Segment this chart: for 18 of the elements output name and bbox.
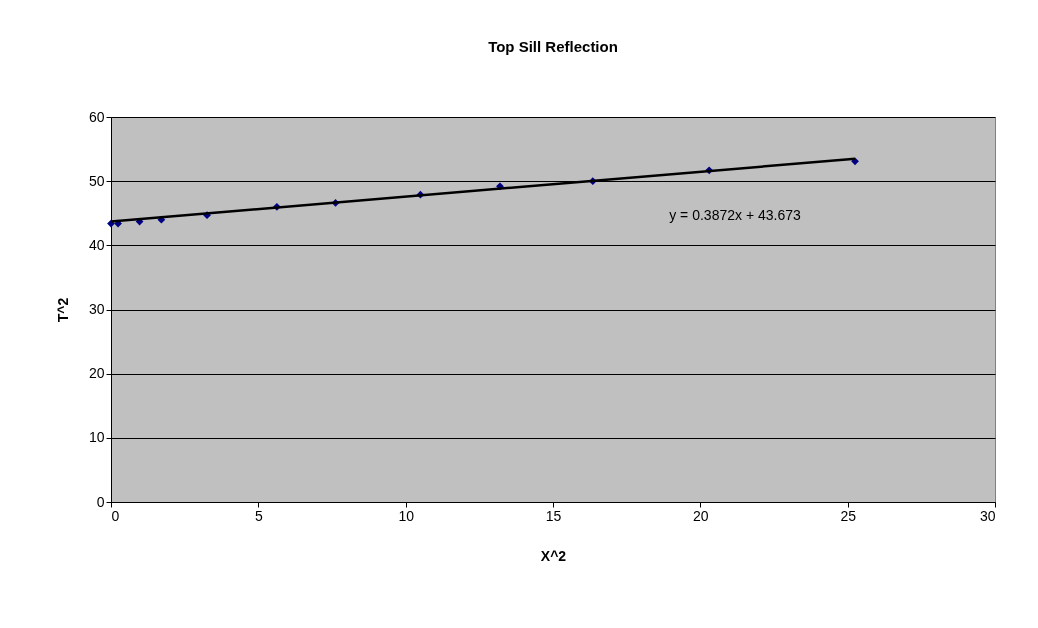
y-tick-label: 50	[88, 172, 105, 189]
y-tick-label: 0	[96, 493, 105, 510]
x-tick-label: 20	[693, 507, 709, 524]
y-tick-label: 10	[88, 429, 105, 446]
y-tick-label: 60	[88, 108, 105, 125]
x-tick-label: 10	[398, 507, 415, 524]
x-tick-label: 15	[545, 507, 562, 524]
x-tick-label: 25	[840, 507, 857, 524]
y-axis-title: T^2	[54, 297, 71, 323]
x-tick-label: 30	[979, 507, 996, 524]
y-tick-label: 40	[88, 236, 105, 253]
y-tick-label: 30	[88, 301, 105, 317]
x-tick-label: 0	[111, 507, 120, 524]
chart-title: Top Sill Reflection	[488, 38, 618, 55]
x-axis-title: X^2	[540, 547, 567, 564]
annotation: y = 0.3872x + 43.673	[669, 207, 801, 223]
y-tick-label: 20	[88, 365, 105, 382]
x-tick-label: 5	[254, 507, 263, 524]
